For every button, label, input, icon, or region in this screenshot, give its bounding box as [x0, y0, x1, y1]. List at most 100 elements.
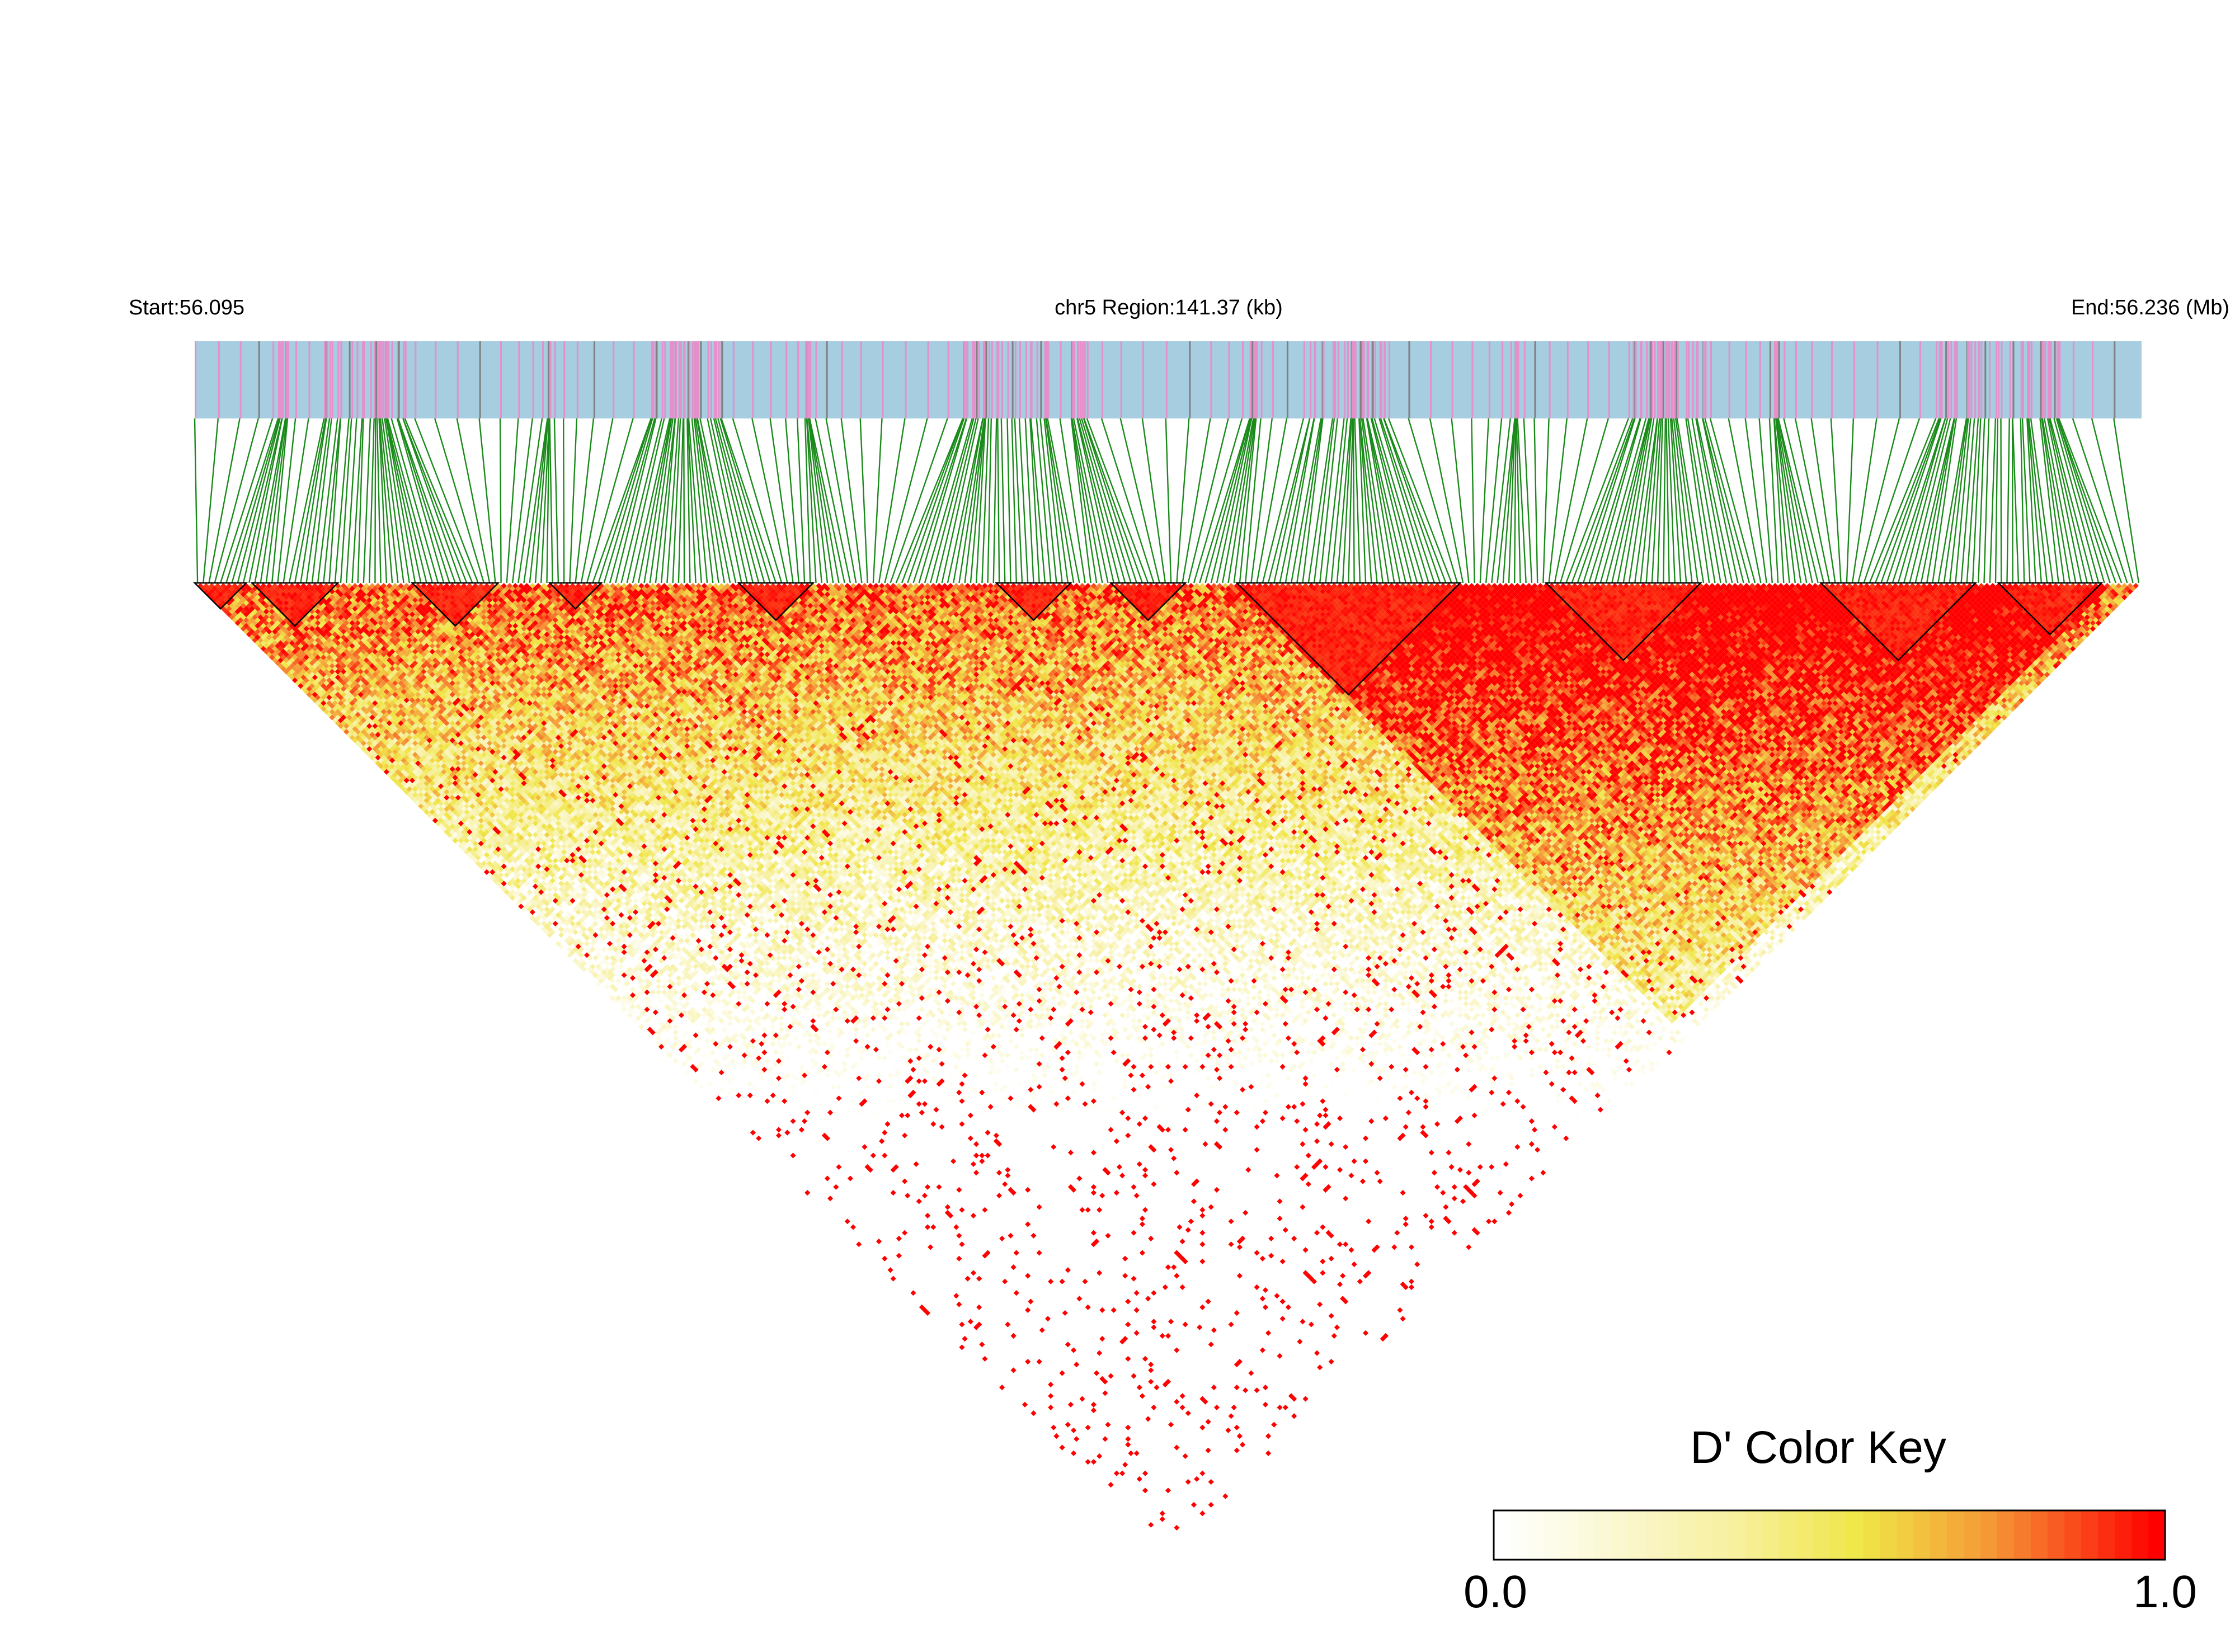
snp-tick: [1899, 341, 1901, 418]
snp-tick: [518, 341, 520, 418]
snp-connector: [1367, 418, 1394, 583]
snp-tick: [1077, 341, 1079, 418]
snp-tick: [1367, 341, 1369, 418]
snp-tick: [1210, 341, 1212, 418]
snp-tick: [1511, 341, 1512, 418]
snp-tick: [752, 341, 754, 418]
snp-tick: [816, 341, 817, 418]
snp-tick: [240, 341, 242, 418]
snp-tick: [415, 341, 416, 418]
snp-tick: [1663, 341, 1664, 418]
snp-connector: [1831, 418, 1841, 583]
snp-connector: [994, 418, 996, 583]
snp-tick: [1774, 341, 1776, 418]
snp-tick: [1287, 341, 1288, 418]
snp-tick: [1877, 341, 1879, 418]
snp-connector: [716, 418, 759, 583]
snp-connector: [524, 418, 548, 583]
snp-tick: [664, 341, 666, 418]
snp-tick: [928, 341, 929, 418]
snp-connector: [249, 418, 282, 583]
snp-tick: [700, 341, 702, 418]
snp-tick: [1008, 341, 1009, 418]
snp-tick: [1074, 341, 1075, 418]
snp-tick: [1375, 341, 1376, 418]
snp-tick: [1549, 341, 1551, 418]
snp-connector: [587, 418, 633, 583]
snp-connector: [1503, 418, 1515, 583]
snp-connector: [1452, 418, 1469, 583]
snp-tick: [679, 341, 680, 418]
snp-tick: [1347, 341, 1349, 418]
snp-tick: [288, 341, 289, 418]
snp-tick: [708, 341, 709, 418]
snp-tick: [1389, 341, 1390, 418]
snp-tick: [1334, 341, 1336, 418]
snp-tick: [1729, 341, 1730, 418]
snp-tick: [1661, 341, 1663, 418]
snp-tick: [370, 341, 372, 418]
snp-tick: [1686, 341, 1688, 418]
snp-tick: [797, 341, 799, 418]
snp-tick: [195, 341, 196, 418]
snp-tick: [860, 341, 862, 418]
snp-tick: [1502, 341, 1503, 418]
snp-connector: [1984, 418, 1989, 583]
snp-tick: [905, 341, 907, 418]
snp-tick: [1072, 341, 1074, 418]
snp-connector: [581, 418, 613, 583]
snp-tick: [1256, 341, 1258, 418]
snp-tick: [1025, 341, 1027, 418]
snp-connector: [403, 418, 467, 583]
snp-tick: [550, 341, 552, 418]
snp-tick: [964, 341, 966, 418]
snp-tick: [1142, 341, 1144, 418]
snp-connector: [1811, 418, 1836, 583]
snp-tick: [1384, 341, 1386, 418]
snp-tick: [675, 341, 677, 418]
snp-tick: [349, 341, 351, 418]
snp-tick: [807, 341, 808, 418]
snp-tick: [1121, 341, 1122, 418]
snp-connector: [232, 418, 280, 583]
snp-tick: [1046, 341, 1048, 418]
snp-tick: [810, 341, 811, 418]
snp-connector: [721, 418, 770, 583]
snp-tick: [1567, 341, 1569, 418]
snp-tick: [695, 341, 697, 418]
snp-connector: [1663, 418, 1665, 583]
snp-tick: [1524, 341, 1526, 418]
snp-tick: [967, 341, 968, 418]
snp-tick: [2054, 341, 2056, 418]
snp-tick: [324, 341, 326, 418]
snp-connector: [550, 418, 553, 583]
snp-tick: [1381, 341, 1382, 418]
snp-tick: [282, 341, 284, 418]
snp-tick: [1310, 341, 1311, 418]
snp-tick: [375, 341, 377, 418]
snp-connector: [2007, 418, 2010, 583]
snp-tick: [1970, 341, 1972, 418]
snp-connector: [1990, 418, 1996, 583]
snp-tick: [1001, 341, 1003, 418]
snp-tick: [1080, 341, 1081, 418]
snp-tick: [633, 341, 635, 418]
snp-tick: [2001, 341, 2003, 418]
snp-tick: [997, 341, 999, 418]
snp-tick: [1778, 341, 1780, 418]
snp-tick: [1784, 341, 1785, 418]
snp-tick: [356, 341, 358, 418]
region-title: chr5 Region:141.37 (kb): [1055, 296, 1283, 319]
snp-tick: [680, 341, 682, 418]
snp-connector: [1363, 418, 1389, 583]
snp-tick: [594, 341, 595, 418]
snp-tick: [392, 341, 393, 418]
snp-tick: [1360, 341, 1362, 418]
snp-tick: [2013, 341, 2015, 418]
snp-tick: [805, 341, 807, 418]
snp-tick: [714, 341, 716, 418]
snp-connector: [622, 418, 662, 583]
snp-connector: [1384, 418, 1446, 583]
snp-tick: [330, 341, 331, 418]
snp-connector: [1314, 418, 1334, 583]
